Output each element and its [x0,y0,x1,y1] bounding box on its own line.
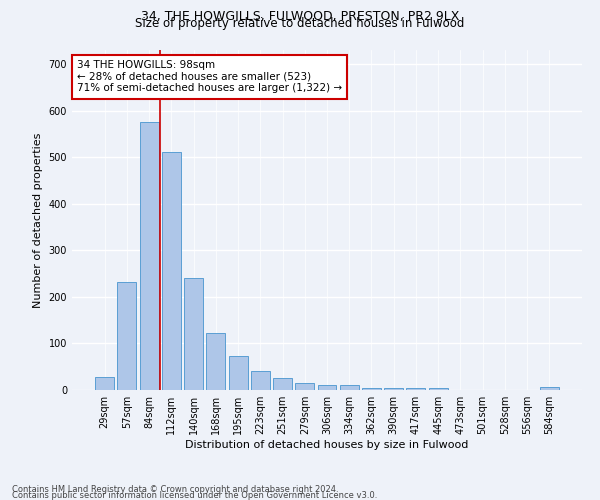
Bar [206,332,225,390]
Text: 34, THE HOWGILLS, FULWOOD, PRESTON, PR2 9LX: 34, THE HOWGILLS, FULWOOD, PRESTON, PR2 … [141,10,459,23]
Bar [406,388,425,390]
Bar [140,122,158,390]
Bar [362,388,381,390]
Bar [229,356,248,390]
Y-axis label: Number of detached properties: Number of detached properties [33,132,43,308]
Text: Size of property relative to detached houses in Fulwood: Size of property relative to detached ho… [136,18,464,30]
Text: 34 THE HOWGILLS: 98sqm
← 28% of detached houses are smaller (523)
71% of semi-de: 34 THE HOWGILLS: 98sqm ← 28% of detached… [77,60,342,94]
Text: Contains HM Land Registry data © Crown copyright and database right 2024.: Contains HM Land Registry data © Crown c… [12,485,338,494]
Bar [295,383,314,390]
Bar [273,378,292,390]
Bar [184,278,203,390]
Bar [118,282,136,390]
Bar [340,386,359,390]
Bar [540,386,559,390]
Text: Contains public sector information licensed under the Open Government Licence v3: Contains public sector information licen… [12,490,377,500]
Bar [95,378,114,390]
Bar [317,386,337,390]
X-axis label: Distribution of detached houses by size in Fulwood: Distribution of detached houses by size … [185,440,469,450]
Bar [251,372,270,390]
Bar [162,152,181,390]
Bar [384,388,403,390]
Bar [429,388,448,390]
